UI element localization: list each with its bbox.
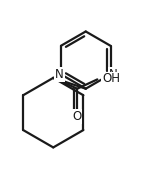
Text: N: N — [55, 68, 64, 81]
Text: O: O — [73, 110, 82, 123]
Text: OH: OH — [102, 72, 120, 85]
Text: N: N — [108, 68, 117, 81]
